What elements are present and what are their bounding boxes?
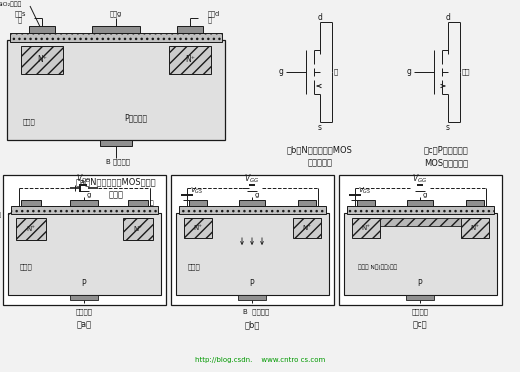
Text: （c）P沟道增强型: （c）P沟道增强型 (424, 145, 469, 154)
Text: N⁺: N⁺ (361, 225, 370, 231)
Text: 漏极d: 漏极d (208, 11, 220, 17)
Text: 耗尽层: 耗尽层 (20, 264, 32, 270)
Text: http://blog.csdn.    www.cntro cs.com: http://blog.csdn. www.cntro cs.com (195, 357, 325, 363)
Text: P: P (418, 279, 422, 288)
Bar (7, 40, 225, 140)
Bar (179, 206, 326, 214)
Text: （c）: （c） (413, 321, 427, 330)
Bar (21, 200, 41, 206)
Text: s: s (446, 122, 450, 131)
Text: N⁺: N⁺ (37, 55, 47, 64)
Text: B 衬底引线: B 衬底引线 (106, 159, 130, 165)
Text: （a）: （a） (76, 321, 92, 330)
Text: 栅极g: 栅极g (110, 11, 122, 17)
Bar (70, 200, 98, 206)
Bar (11, 206, 158, 214)
Text: $V_{GG}$: $V_{GG}$ (412, 173, 427, 185)
Bar (352, 218, 380, 238)
Text: 铝: 铝 (208, 17, 212, 23)
Bar (239, 200, 265, 206)
Text: N⁺: N⁺ (185, 55, 195, 64)
Text: 衬底引线: 衬底引线 (75, 309, 93, 315)
Text: $V_{GS}$: $V_{GS}$ (358, 186, 372, 196)
Text: （b）: （b） (244, 321, 259, 330)
Text: 示意图: 示意图 (109, 190, 124, 199)
Bar (100, 140, 132, 146)
Text: g: g (255, 192, 259, 198)
Text: 耗尽层 N型(感生)沟道: 耗尽层 N型(感生)沟道 (358, 264, 397, 270)
Text: d: d (318, 13, 322, 22)
Bar (357, 200, 375, 206)
Bar (3, 175, 166, 305)
Text: g: g (279, 67, 283, 77)
Bar (29, 26, 55, 33)
Text: N⁺: N⁺ (303, 225, 311, 231)
Text: g: g (423, 192, 427, 198)
Text: 衬底引线: 衬底引线 (411, 309, 428, 315)
Bar (298, 200, 316, 206)
Text: s: s (359, 202, 363, 208)
Bar (169, 46, 211, 74)
Bar (380, 218, 461, 226)
Text: SiO₂绝缘层: SiO₂绝缘层 (0, 1, 22, 7)
Text: d: d (143, 202, 147, 208)
Bar (92, 26, 140, 33)
Text: g: g (87, 192, 91, 198)
Bar (466, 200, 484, 206)
Text: B  衬底引线: B 衬底引线 (243, 309, 269, 315)
Text: MOS管代表符号: MOS管代表符号 (424, 158, 468, 167)
Text: 铝: 铝 (150, 200, 154, 206)
Text: N⁺: N⁺ (27, 226, 35, 232)
Bar (16, 218, 46, 240)
Text: P型硅衬底: P型硅衬底 (124, 113, 148, 122)
Bar (238, 295, 266, 300)
Text: P: P (250, 279, 254, 288)
Text: d: d (446, 13, 450, 22)
Bar (293, 218, 321, 238)
Text: N⁺: N⁺ (471, 225, 479, 231)
Bar (171, 175, 334, 305)
Text: g: g (407, 67, 411, 77)
Bar (176, 213, 329, 295)
Bar (177, 26, 203, 33)
Text: （a）N沟道增强型MOS管结构: （a）N沟道增强型MOS管结构 (76, 177, 157, 186)
Bar (21, 46, 63, 74)
Text: 衬: 衬 (334, 69, 338, 75)
Bar (189, 200, 207, 206)
Text: 衬底: 衬底 (462, 69, 470, 75)
Bar (123, 218, 153, 240)
Text: $V_{DD}$: $V_{DD}$ (76, 173, 92, 185)
Text: N⁺: N⁺ (193, 225, 202, 231)
Bar (339, 175, 502, 305)
Text: $V_{GS}$: $V_{GS}$ (190, 186, 204, 196)
Text: s: s (24, 202, 28, 208)
Text: 管代表符号: 管代表符号 (307, 158, 332, 167)
Text: s: s (318, 122, 322, 131)
Text: P: P (82, 279, 86, 288)
Text: 耗尽层: 耗尽层 (23, 119, 35, 125)
Bar (407, 200, 433, 206)
Bar (184, 218, 212, 238)
Text: 二氧化硅: 二氧化硅 (0, 212, 2, 218)
Text: $V_{GG}$: $V_{GG}$ (244, 173, 259, 185)
Text: 铝: 铝 (18, 17, 22, 23)
Text: d: d (479, 202, 483, 208)
Bar (406, 295, 434, 300)
Text: 源极s: 源极s (14, 11, 26, 17)
Text: （b）N沟道增强型MOS: （b）N沟道增强型MOS (287, 145, 353, 154)
Bar (128, 200, 148, 206)
Bar (70, 295, 98, 300)
Text: N⁺: N⁺ (134, 226, 142, 232)
Bar (8, 213, 161, 295)
Text: d: d (311, 202, 315, 208)
Bar (347, 206, 494, 214)
Bar (344, 213, 497, 295)
Bar (10, 33, 222, 42)
Text: s: s (191, 202, 195, 208)
Text: 耗尽层: 耗尽层 (188, 264, 200, 270)
Bar (461, 218, 489, 238)
